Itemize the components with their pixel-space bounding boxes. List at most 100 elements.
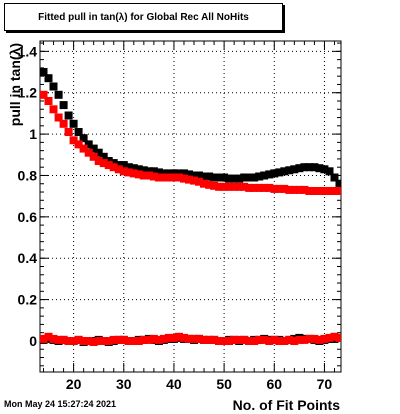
data-point [94, 148, 103, 157]
data-point [285, 166, 294, 175]
x-tick-label: 60 [266, 376, 282, 392]
data-point [240, 335, 249, 344]
data-point [84, 337, 93, 345]
data-point [315, 164, 324, 173]
data-point [114, 161, 123, 170]
data-point [325, 167, 334, 176]
data-point [285, 335, 294, 344]
data-point [210, 173, 219, 182]
data-point [129, 164, 138, 173]
data-point [175, 169, 183, 178]
data-point [320, 165, 329, 174]
data-point [59, 119, 68, 128]
data-point [99, 152, 108, 161]
data-point [119, 161, 128, 170]
data-point [205, 172, 214, 181]
data-point [210, 335, 219, 344]
data-point [74, 140, 83, 149]
data-point [275, 337, 284, 345]
data-point [335, 333, 341, 342]
data-point [240, 173, 249, 182]
data-point [59, 335, 68, 344]
data-point [94, 337, 103, 345]
x-tick-label: 70 [317, 376, 333, 392]
data-point [124, 163, 133, 172]
data-point [154, 168, 163, 177]
data-point [79, 337, 88, 345]
data-point [310, 187, 319, 195]
data-point [104, 157, 113, 165]
data-point [305, 163, 314, 172]
data-point [144, 335, 153, 344]
data-point [215, 337, 224, 345]
data-point [255, 335, 264, 344]
data-point [104, 337, 113, 345]
data-point [185, 170, 193, 179]
data-point [114, 165, 123, 174]
grid [40, 41, 341, 372]
data-point [139, 171, 148, 180]
y-tick-label: 0.6 [18, 209, 38, 225]
data-point [315, 335, 324, 344]
data-point [185, 334, 193, 343]
data-point [300, 185, 309, 194]
data-point [149, 172, 158, 181]
data-point [54, 113, 63, 122]
y-tick-label: 1.4 [18, 43, 38, 59]
data-point [134, 170, 143, 179]
data-point [310, 334, 319, 343]
data-point [225, 182, 234, 191]
data-point [180, 169, 188, 178]
data-point [44, 97, 53, 105]
tick-labels: 20 30 40 50 60 70 0 0.2 0.4 0.6 0.8 1 1.2 1.4 [18, 43, 333, 392]
data-point [275, 184, 284, 193]
data-point [40, 90, 48, 99]
x-tick-label: 20 [66, 376, 82, 392]
data-point [225, 337, 234, 345]
data-point [139, 166, 148, 175]
data-point [99, 159, 108, 168]
data-point [79, 144, 88, 153]
data-point [325, 333, 334, 342]
data-point [109, 159, 118, 168]
data-point [275, 168, 284, 177]
chart-title: Fitted pull in tan(λ) for Global Rec All… [4, 3, 283, 31]
data-point [94, 157, 103, 165]
data-point [185, 175, 193, 184]
data-point [169, 333, 178, 342]
data-point [195, 171, 203, 180]
data-point [220, 337, 229, 345]
data-point [305, 187, 314, 195]
data-point [49, 334, 58, 343]
data-point [129, 337, 138, 345]
data-point [205, 180, 214, 189]
x-tick-label: 30 [116, 376, 132, 392]
data-point [270, 184, 279, 193]
data-point [99, 337, 108, 345]
data-point [260, 183, 269, 192]
data-point [40, 68, 48, 76]
data-point [330, 173, 339, 182]
data-point [245, 183, 254, 192]
data-point [295, 164, 304, 173]
data-point [149, 167, 158, 176]
data-point [159, 334, 168, 343]
data-point [215, 173, 224, 182]
x-tick-label: 50 [216, 376, 232, 392]
data-point [330, 332, 339, 341]
timestamp: Mon May 24 15:27:24 2021 [4, 399, 117, 409]
data-point [305, 334, 314, 343]
data-point [190, 334, 198, 343]
data-point [195, 177, 203, 186]
data-point [149, 334, 158, 343]
y-tick-label: 0 [29, 333, 37, 349]
data-point [159, 169, 168, 178]
data-point [310, 163, 319, 172]
data-point [79, 134, 88, 143]
data-point [250, 183, 259, 192]
data-points [40, 68, 341, 346]
data-point [235, 182, 244, 191]
data-point [300, 163, 309, 172]
data-point [144, 167, 153, 176]
data-point [40, 334, 48, 343]
